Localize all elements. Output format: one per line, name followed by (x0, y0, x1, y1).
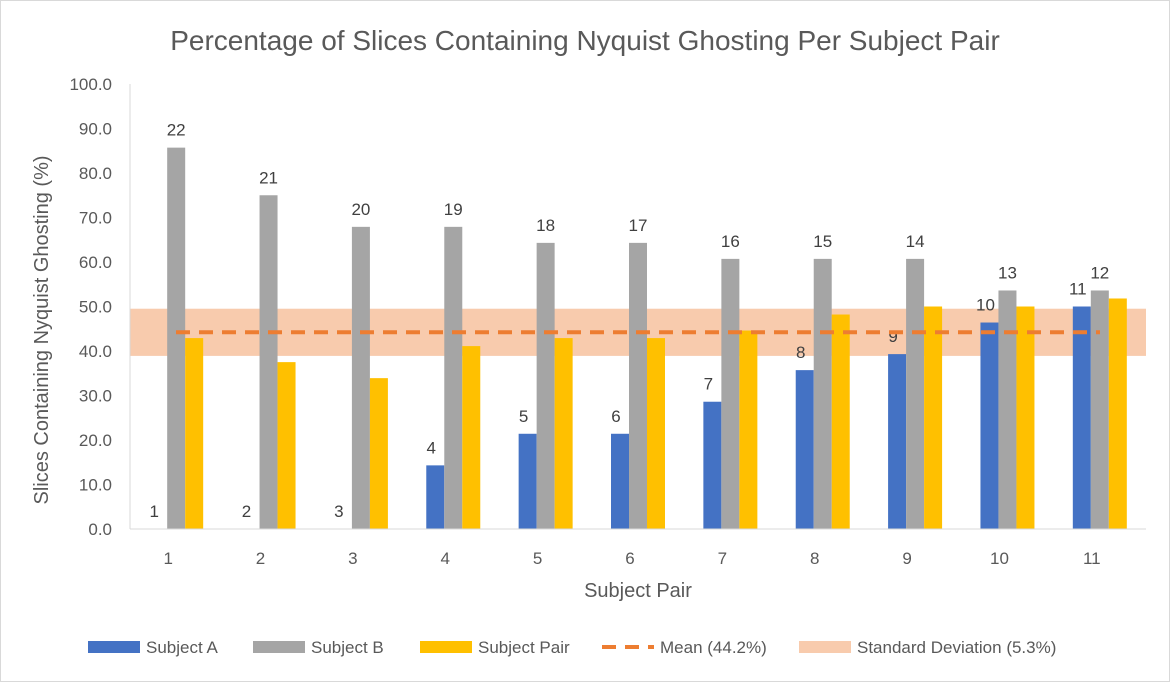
bar-subject-b (259, 195, 278, 529)
plot-area: 0.0 10.0 20.0 30.0 40.0 50.0 60.0 70.0 80.0 90.0 1… (69, 75, 1146, 568)
y-tick-label: 40.0 (79, 342, 112, 361)
bar-subject-a (980, 322, 999, 529)
x-tick-label: 9 (902, 549, 911, 568)
bar-subject-b (167, 147, 186, 529)
bar-subject-pair (554, 338, 573, 529)
legend-swatch-subject-a (88, 641, 140, 653)
y-tick-label: 10.0 (79, 476, 112, 495)
bar-subject-a (611, 433, 629, 529)
x-tick-label: 3 (348, 549, 357, 568)
data-label-subject-a: 3 (334, 502, 343, 521)
bar-subject-pair (1108, 298, 1127, 529)
y-tick-label: 0.0 (88, 520, 112, 539)
data-label-subject-a: 7 (704, 375, 713, 394)
y-tick-label: 60.0 (79, 253, 112, 272)
data-label-subject-b: 21 (259, 168, 278, 187)
bar-subject-pair (185, 338, 204, 529)
data-label-subject-b: 19 (444, 200, 463, 219)
x-tick-label: 2 (256, 549, 265, 568)
y-tick-label: 50.0 (79, 298, 112, 317)
legend-swatch-subject-pair (420, 641, 472, 653)
data-label-subject-b: 15 (813, 232, 832, 251)
bar-subject-a (795, 370, 814, 529)
data-label-subject-b: 20 (351, 200, 370, 219)
y-axis-title: Slices Containing Nyquist Ghosting (%) (31, 155, 53, 504)
bar-subject-pair (831, 314, 850, 529)
y-tick-label: 30.0 (79, 387, 112, 406)
chart-title: Percentage of Slices Containing Nyquist … (170, 25, 1000, 56)
data-label-subject-a: 1 (149, 502, 158, 521)
bar-subject-b (629, 242, 647, 530)
x-tick-label: 8 (810, 549, 819, 568)
data-label-subject-b: 13 (998, 263, 1017, 282)
y-tick-label: 20.0 (79, 431, 112, 450)
bar-subject-pair (462, 346, 481, 529)
data-label-subject-a: 6 (611, 407, 620, 426)
legend-swatch-subject-b (253, 641, 305, 653)
legend-label-subject-pair: Subject Pair (478, 638, 570, 657)
bar-subject-a (518, 433, 537, 529)
x-tick-label: 1 (163, 549, 172, 568)
y-tick-label: 100.0 (69, 75, 112, 94)
data-label-subject-a: 4 (427, 438, 436, 457)
data-label-subject-a: 10 (976, 296, 995, 315)
x-tick-label: 11 (1083, 549, 1101, 568)
x-tick-label: 10 (990, 549, 1009, 568)
bar-subject-pair (647, 338, 665, 529)
data-label-subject-a: 9 (888, 327, 897, 346)
y-tick-label: 70.0 (79, 209, 112, 228)
data-label-subject-a: 11 (1069, 280, 1087, 299)
y-tick-label: 90.0 (79, 120, 112, 139)
data-label-subject-b: 22 (167, 121, 186, 140)
x-tick-label: 5 (533, 549, 542, 568)
x-tick-label: 6 (625, 549, 634, 568)
bar-subject-b (813, 258, 832, 529)
legend-label-standard-deviation-5-3: Standard Deviation (5.3%) (857, 638, 1056, 657)
bar-subject-pair (739, 330, 758, 529)
data-label-subject-a: 5 (519, 407, 528, 426)
bar-subject-a (1072, 306, 1091, 529)
bar-subject-b (1090, 290, 1109, 529)
data-label-subject-b: 18 (536, 216, 555, 235)
legend-label-subject-b: Subject B (311, 638, 384, 657)
legend-swatch-standard-deviation-5-3 (799, 641, 851, 653)
data-label-subject-b: 12 (1090, 263, 1109, 282)
bar-subject-b (351, 226, 370, 529)
bar-subject-b (906, 258, 925, 529)
x-tick-label: 7 (718, 549, 727, 568)
bar-subject-b (998, 290, 1017, 529)
bar-subject-pair (277, 362, 296, 529)
bar-subject-a (426, 465, 445, 529)
legend: Subject A Subject B Subject Pair Mean (44.2… (88, 638, 1056, 657)
bar-subject-pair (1016, 306, 1035, 529)
bar-subject-b (721, 258, 740, 529)
bar-subject-pair (924, 306, 943, 529)
bar-subject-b (444, 226, 463, 529)
data-label-subject-b: 17 (629, 216, 648, 235)
data-label-subject-b: 16 (721, 232, 740, 251)
data-label-subject-b: 14 (906, 232, 925, 251)
bar-subject-a (703, 401, 722, 529)
legend-label-mean-44-2: Mean (44.2%) (660, 638, 767, 657)
bar-subject-b (536, 242, 555, 530)
x-axis-title: Subject Pair (584, 580, 692, 602)
bar-subject-pair (369, 378, 388, 529)
legend-label-subject-a: Subject A (146, 638, 218, 657)
bar-subject-a (888, 354, 907, 529)
x-tick-label: 4 (441, 549, 450, 568)
data-label-subject-a: 2 (242, 502, 251, 521)
y-tick-label: 80.0 (79, 164, 112, 183)
data-label-subject-a: 8 (796, 343, 805, 362)
